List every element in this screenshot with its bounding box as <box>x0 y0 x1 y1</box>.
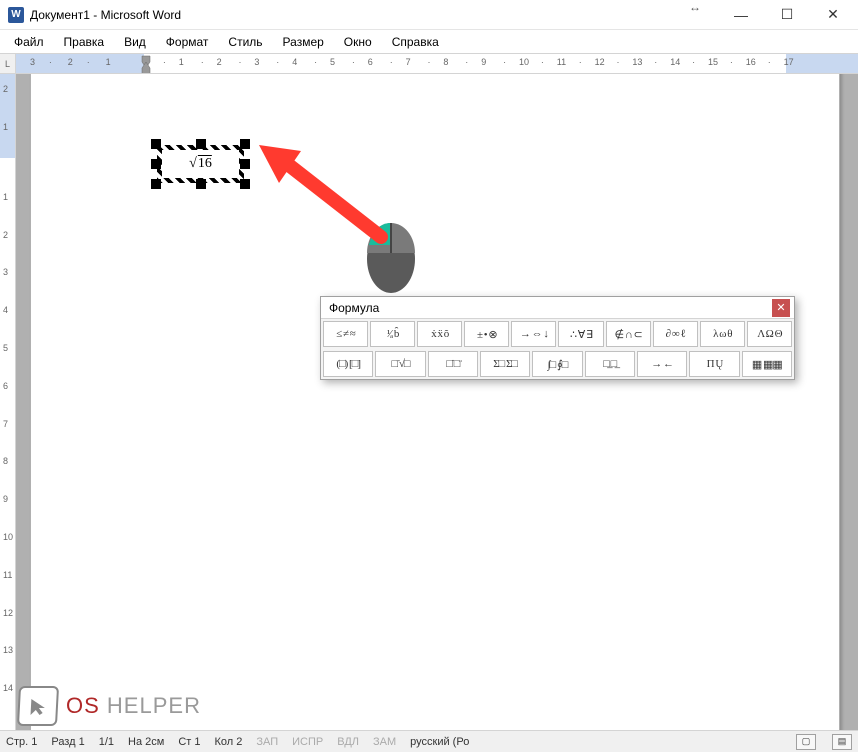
menu-style[interactable]: Стиль <box>218 33 272 51</box>
formula-btn-subs[interactable]: □̇ □̈ <box>428 351 478 377</box>
status-ext: ВДЛ <box>337 736 359 748</box>
resize-handle-l[interactable] <box>151 159 161 169</box>
word-app-icon: W <box>8 7 24 23</box>
window-title: Документ1 - Microsoft Word <box>30 8 181 22</box>
formula-btn-set[interactable]: ∉ ∩ ⊂ <box>606 321 651 347</box>
status-bar: Стр. 1 Разд 1 1/1 На 2см Ст 1 Кол 2 ЗАП … <box>0 730 858 752</box>
menu-file[interactable]: Файл <box>4 33 54 51</box>
formula-btn-logical[interactable]: ∴ ∀ ∃ <box>558 321 603 347</box>
resize-handle-tr[interactable] <box>240 139 250 149</box>
status-pages: 1/1 <box>99 736 114 748</box>
resize-handle-r[interactable] <box>240 159 250 169</box>
status-section: Разд 1 <box>51 736 84 748</box>
logo-text-1: OS <box>66 693 100 718</box>
formula-btn-labeled-arrows[interactable]: → ← <box>637 351 687 377</box>
status-rec: ЗАП <box>256 736 278 748</box>
formula-btn-embellish[interactable]: ẋ ẍ õ <box>417 321 462 347</box>
ruler-corner: L <box>0 54 16 73</box>
status-page: Стр. 1 <box>6 736 37 748</box>
formula-toolbar-close-button[interactable]: ✕ <box>772 299 790 317</box>
status-trk: ИСПР <box>292 736 323 748</box>
menu-window[interactable]: Окно <box>334 33 382 51</box>
formula-btn-products[interactable]: Π Ų <box>689 351 739 377</box>
annotation-overlay <box>251 137 451 317</box>
formula-btn-bars[interactable]: □̲ □̲ <box>585 351 635 377</box>
formula-btn-relations[interactable]: ≤ ≠ ≈ <box>323 321 368 347</box>
watermark-logo: OS HELPER <box>18 686 201 726</box>
horizontal-ruler-bar: L 3·2·1·1·2·3·4·5·6·7·8·9·10·11·12·13·14… <box>0 54 858 74</box>
menu-bar: Файл Правка Вид Формат Стиль Размер Окно… <box>0 30 858 54</box>
arrow-icon <box>259 145 381 237</box>
document-area[interactable]: √16 <box>16 74 858 730</box>
title-bar: W Документ1 - Microsoft Word ↔ — ☐ ✕ <box>0 0 858 30</box>
status-ovr: ЗАМ <box>373 736 396 748</box>
maximize-button[interactable]: ☐ <box>764 0 810 30</box>
formula-btn-matrices[interactable]: ▦ ▦▦ <box>742 351 792 377</box>
document-page: √16 <box>30 74 840 730</box>
formula-btn-integrals[interactable]: ∫□ ∮□ <box>532 351 582 377</box>
formula-btn-greek-lower[interactable]: λ ω θ <box>700 321 745 347</box>
formula-btn-operators[interactable]: ± • ⊗ <box>464 321 509 347</box>
formula-btn-arrows[interactable]: → ⇔ ↓ <box>511 321 556 347</box>
ribbon-arrows-icon[interactable]: ↔ <box>672 0 718 30</box>
menu-format[interactable]: Формат <box>156 33 219 51</box>
resize-handle-t[interactable] <box>196 139 206 149</box>
status-language[interactable]: русский (Ро <box>410 736 469 748</box>
formula-btn-fences[interactable]: (□) [□] <box>323 351 373 377</box>
menu-size[interactable]: Размер <box>273 33 334 51</box>
view-button-1[interactable]: ▢ <box>796 734 816 750</box>
formula-btn-sums[interactable]: Σ□ Σ□ <box>480 351 530 377</box>
resize-handle-tl[interactable] <box>151 139 161 149</box>
close-button[interactable]: ✕ <box>810 0 856 30</box>
status-col: Кол 2 <box>214 736 242 748</box>
status-line: Ст 1 <box>178 736 200 748</box>
minimize-button[interactable]: — <box>718 0 764 30</box>
resize-handle-bl[interactable] <box>151 179 161 189</box>
formula-row-1: ≤ ≠ ≈ ¹⁄ₐ b̂ ẋ ẍ õ ± • ⊗ → ⇔ ↓ ∴ ∀ ∃ ∉ ∩… <box>321 319 794 349</box>
vertical-ruler[interactable]: 211234567891011121314 <box>0 74 16 730</box>
view-button-2[interactable]: ▤ <box>832 734 852 750</box>
status-at: На 2см <box>128 736 164 748</box>
logo-text-2: HELPER <box>107 693 201 718</box>
formula-btn-greek-upper[interactable]: Λ Ω Θ <box>747 321 792 347</box>
resize-handle-b[interactable] <box>196 179 206 189</box>
logo-cursor-icon <box>17 686 59 726</box>
equation-content: √16 <box>157 145 244 183</box>
menu-edit[interactable]: Правка <box>54 33 115 51</box>
formula-btn-misc[interactable]: ∂ ∞ ℓ <box>653 321 698 347</box>
formula-btn-spaces[interactable]: ¹⁄ₐ b̂ <box>370 321 415 347</box>
formula-toolbar-window[interactable]: Формула ✕ ≤ ≠ ≈ ¹⁄ₐ b̂ ẋ ẍ õ ± • ⊗ → ⇔ ↓… <box>320 296 795 380</box>
formula-row-2: (□) [□] □̄ √□ □̇ □̈ Σ□ Σ□ ∫□ ∮□ □̲ □̲ → … <box>321 349 794 379</box>
equation-object[interactable]: √16 <box>151 139 250 189</box>
formula-btn-fractions[interactable]: □̄ √□ <box>375 351 425 377</box>
menu-view[interactable]: Вид <box>114 33 156 51</box>
resize-handle-br[interactable] <box>240 179 250 189</box>
formula-toolbar-title[interactable]: Формула ✕ <box>321 297 794 319</box>
menu-help[interactable]: Справка <box>382 33 449 51</box>
horizontal-ruler[interactable]: 3·2·1·1·2·3·4·5·6·7·8·9·10·11·12·13·14·1… <box>16 54 858 73</box>
